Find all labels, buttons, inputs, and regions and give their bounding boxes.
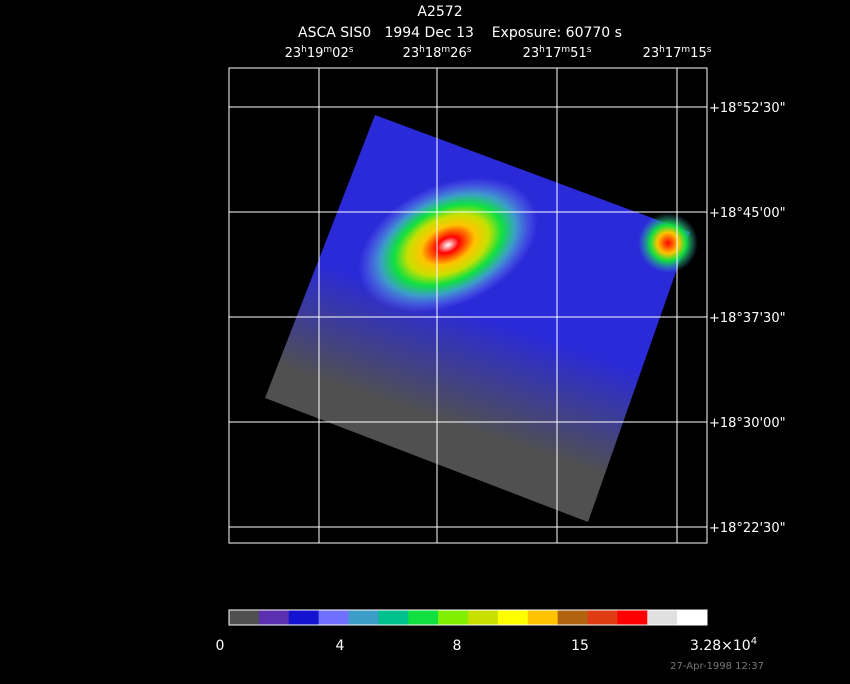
- ra-digits: 23: [403, 46, 420, 61]
- colorbar-swatch: [468, 610, 499, 625]
- frame: [228, 67, 708, 544]
- ra-unit: s: [349, 45, 354, 55]
- ra-digits: 18: [425, 46, 442, 61]
- ra-unit: h: [659, 45, 665, 55]
- ra-label: 23h19m02s: [285, 45, 354, 61]
- ra-unit: m: [681, 45, 690, 55]
- dec-label: +18°22'30": [709, 521, 786, 536]
- colorbar-swatch: [617, 610, 648, 625]
- colorbar-swatch: [438, 610, 469, 625]
- ra-digits: 19: [307, 46, 324, 61]
- colorbar-swatch: [348, 610, 379, 625]
- colorbar-label: 0: [216, 638, 225, 654]
- colorbar-swatch: [288, 610, 320, 625]
- dec-label: +18°30'00": [709, 416, 786, 431]
- cluster-emission: [358, 177, 538, 313]
- colorbar-frame: [228, 609, 708, 626]
- exponent: 4: [751, 636, 757, 647]
- colorbar-swatch: [587, 610, 618, 625]
- labels: 23h19m02s 23h18m26s 23h17m51s 23h17m15s+18°…: [216, 45, 786, 654]
- coordinate-grid: [229, 68, 707, 543]
- subtitle: ASCA SIS0 1994 Dec 13 Exposure: 60770 s: [298, 25, 622, 41]
- ra-unit: s: [707, 45, 712, 55]
- colorbar-label: 8: [453, 638, 462, 654]
- colorbar-swatch: [557, 610, 588, 625]
- dec-label: +18°52'30": [709, 101, 786, 116]
- dec-label: +18°37'30": [709, 311, 786, 326]
- ra-unit: m: [441, 45, 450, 55]
- ra-digits: 51: [570, 46, 587, 61]
- colorbar-swatch: [318, 610, 349, 625]
- ra-unit: m: [323, 45, 332, 55]
- colorbar-swatch: [258, 610, 290, 625]
- ra-digits: 02: [332, 46, 349, 61]
- source-emission: [638, 213, 698, 273]
- colorbar-swatch: [527, 610, 559, 625]
- ra-digits: 23: [285, 46, 302, 61]
- ra-unit: s: [467, 45, 472, 55]
- ra-digits: 17: [545, 46, 562, 61]
- ra-digits: 26: [450, 46, 467, 61]
- colorbar-swatch: [229, 610, 260, 625]
- colorbar-label: 4: [336, 638, 345, 654]
- ra-unit: h: [419, 45, 425, 55]
- ra-label: 23h17m51s: [523, 45, 592, 61]
- colorbar-max-label: 3.28×104: [690, 636, 757, 654]
- colorbar-swatch: [647, 610, 678, 625]
- ra-unit: s: [587, 45, 592, 55]
- ra-digits: 15: [690, 46, 707, 61]
- colorbar-swatch: [378, 610, 409, 625]
- mantissa: 3.28×10: [690, 638, 751, 654]
- colorbar-swatch: [497, 610, 529, 625]
- ra-label: 23h17m15s: [643, 45, 712, 61]
- dec-label: +18°45'00": [709, 206, 786, 221]
- ra-digits: 17: [665, 46, 682, 61]
- colorbar-swatch: [677, 610, 708, 625]
- ra-unit: h: [539, 45, 545, 55]
- colorbar-label: 15: [571, 638, 589, 654]
- colorbar-swatch: [408, 610, 439, 625]
- detector-field: [265, 115, 690, 522]
- ra-unit: m: [561, 45, 570, 55]
- ra-unit: h: [301, 45, 307, 55]
- ra-digits: 23: [643, 46, 660, 61]
- title: A2572: [417, 4, 462, 20]
- ra-digits: 23: [523, 46, 540, 61]
- ra-label: 23h18m26s: [403, 45, 472, 61]
- timestamp: 27-Apr-1998 12:37: [670, 661, 764, 672]
